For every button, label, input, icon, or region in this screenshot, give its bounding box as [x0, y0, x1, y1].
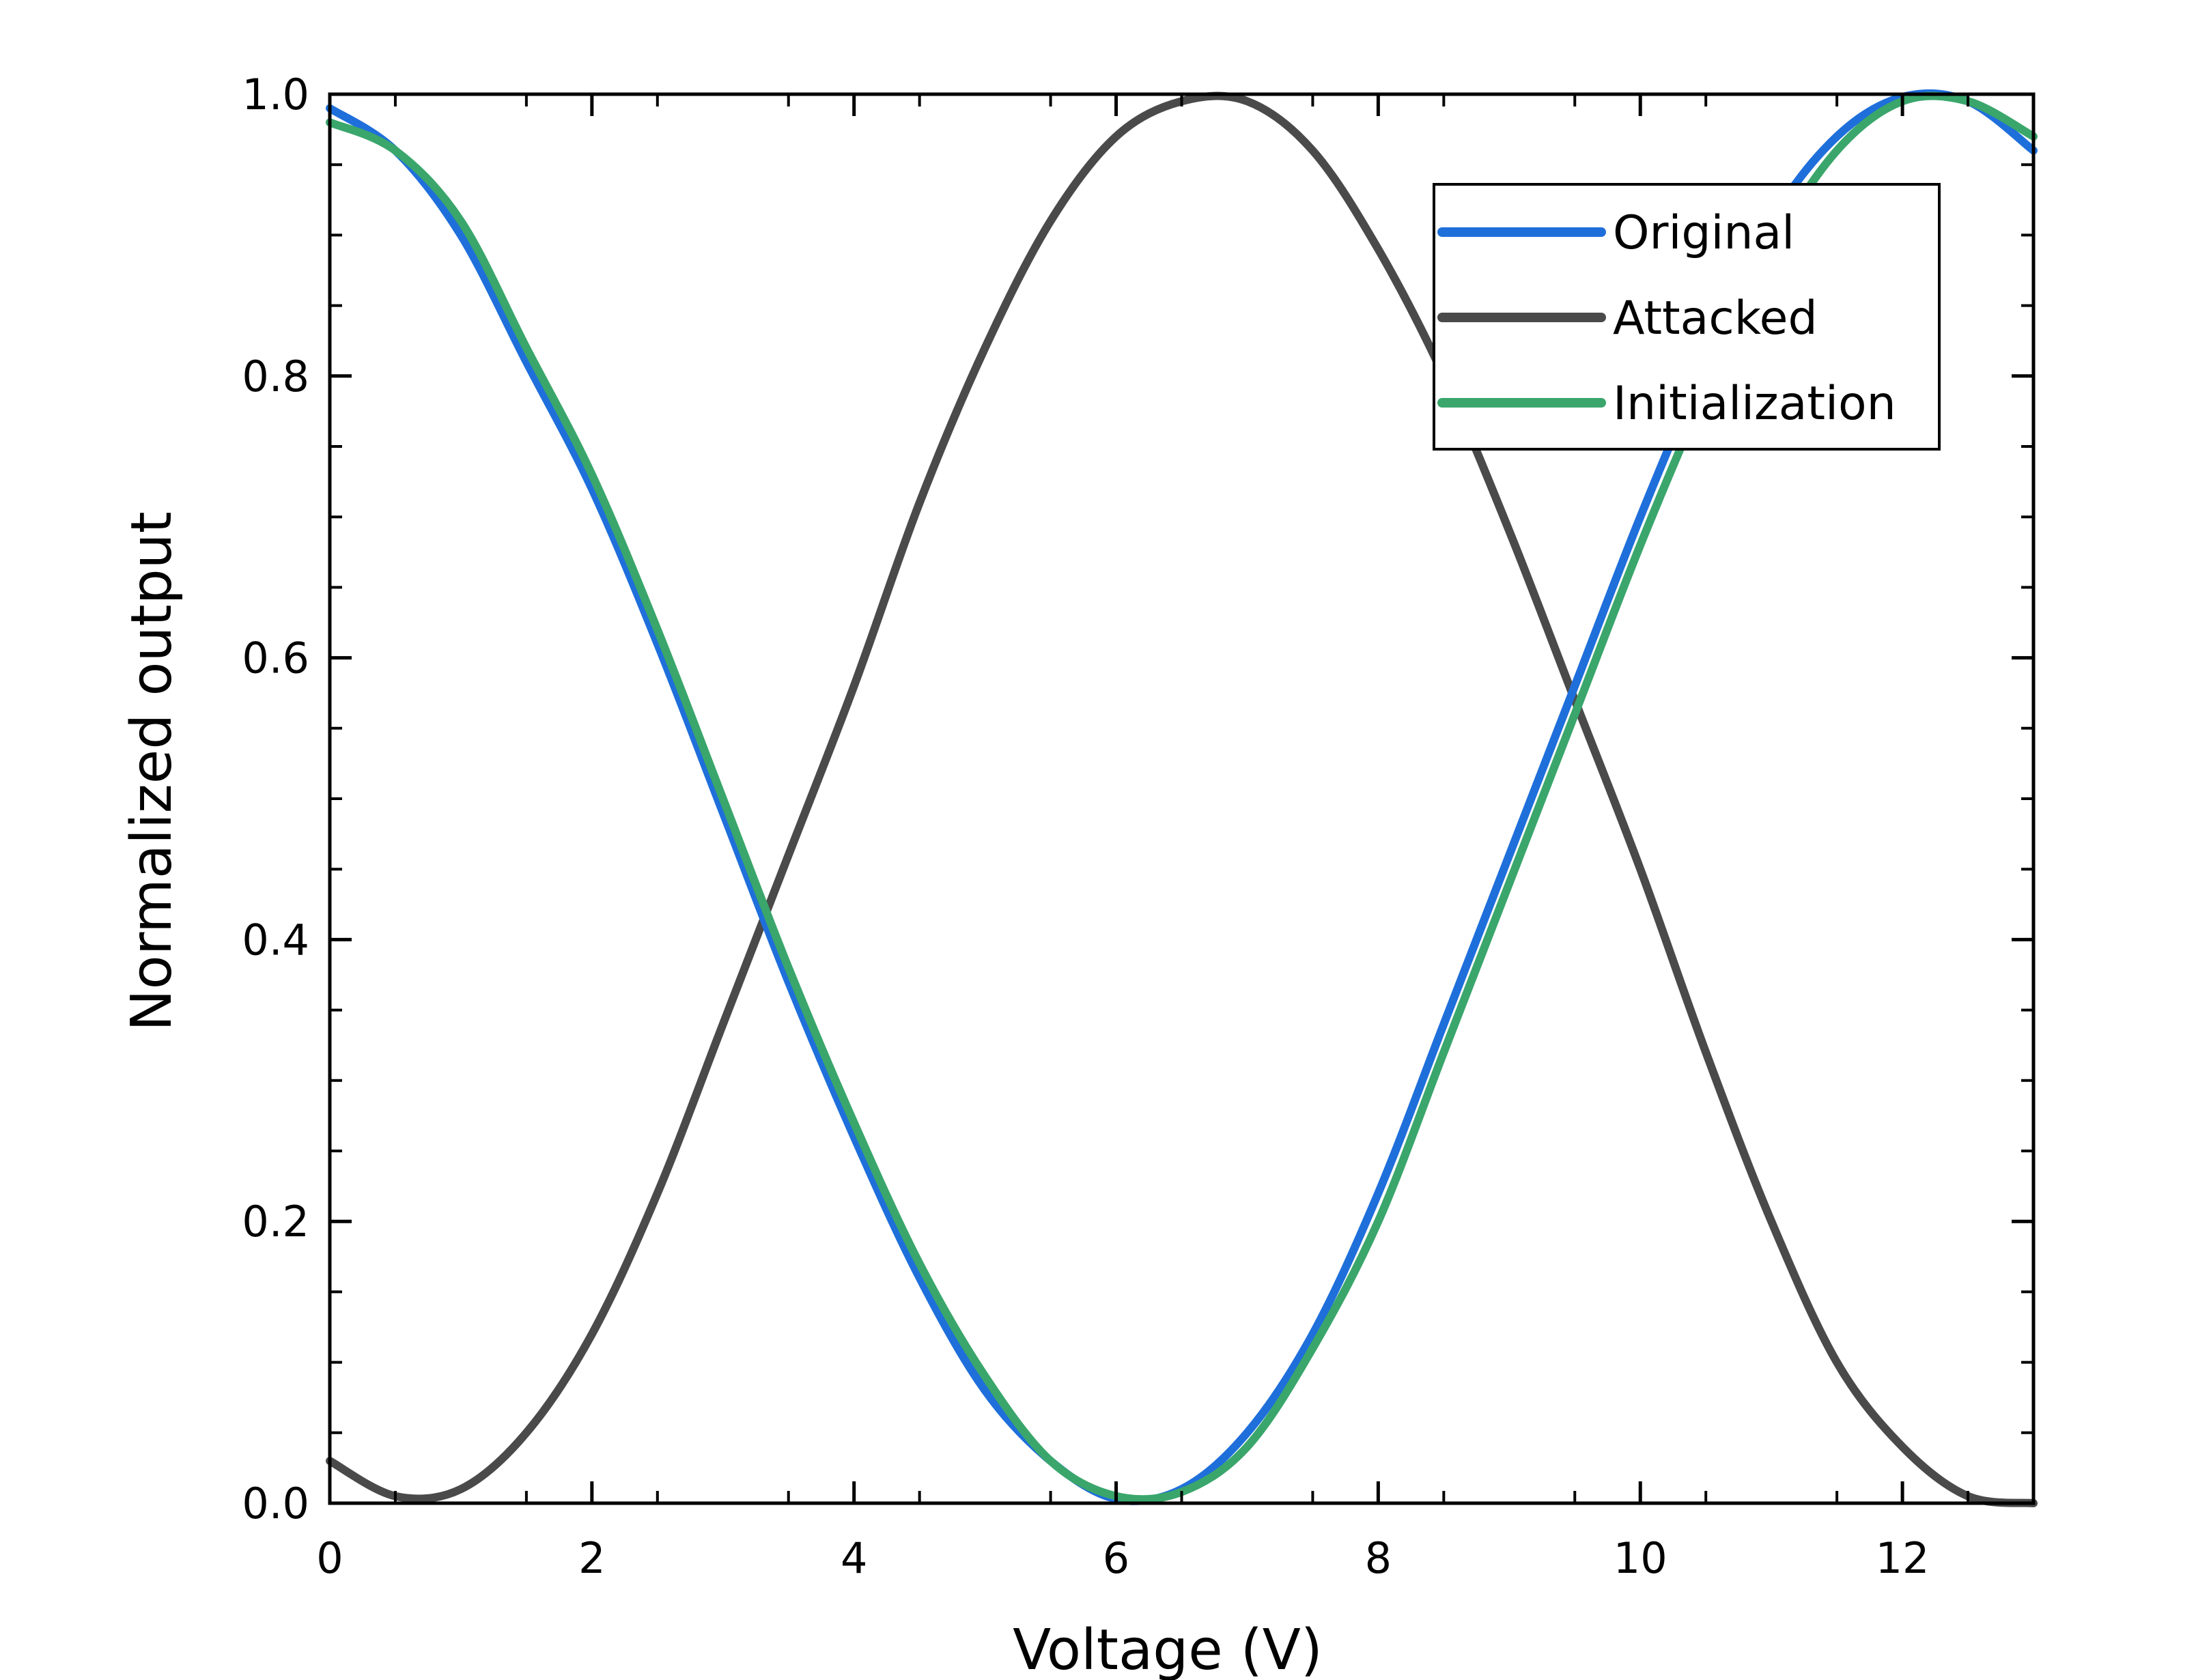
x-tick-label: 0 — [316, 1533, 343, 1583]
y-axis-title: Normalized output — [119, 511, 184, 1031]
x-axis-title: Voltage (V) — [1013, 1618, 1323, 1680]
x-tick-label: 8 — [1365, 1533, 1392, 1583]
legend-label-original: Original — [1613, 206, 1794, 260]
tick-layer: 0 2 4 6 8 10 12 0.0 0.2 0.4 0.6 0.8 1.0 — [242, 70, 2033, 1583]
x-tick-label: 4 — [841, 1533, 867, 1583]
y-tick-label: 0.4 — [242, 915, 309, 965]
x-tick-label: 6 — [1103, 1533, 1129, 1583]
y-tick-label: 1.0 — [242, 70, 309, 119]
y-tick-label: 0.0 — [242, 1479, 309, 1528]
x-tick-label: 10 — [1614, 1533, 1667, 1583]
y-tick-label: 0.8 — [242, 352, 309, 401]
legend-label-initialization: Initialization — [1613, 377, 1896, 431]
legend-label-attacked: Attacked — [1613, 291, 1818, 345]
y-tick-label: 0.6 — [242, 633, 309, 683]
y-tick-label: 0.2 — [242, 1197, 309, 1247]
x-tick-label: 12 — [1876, 1533, 1930, 1583]
x-tick-label: 2 — [578, 1533, 605, 1583]
legend: Original Attacked Initialization — [1433, 183, 1941, 451]
